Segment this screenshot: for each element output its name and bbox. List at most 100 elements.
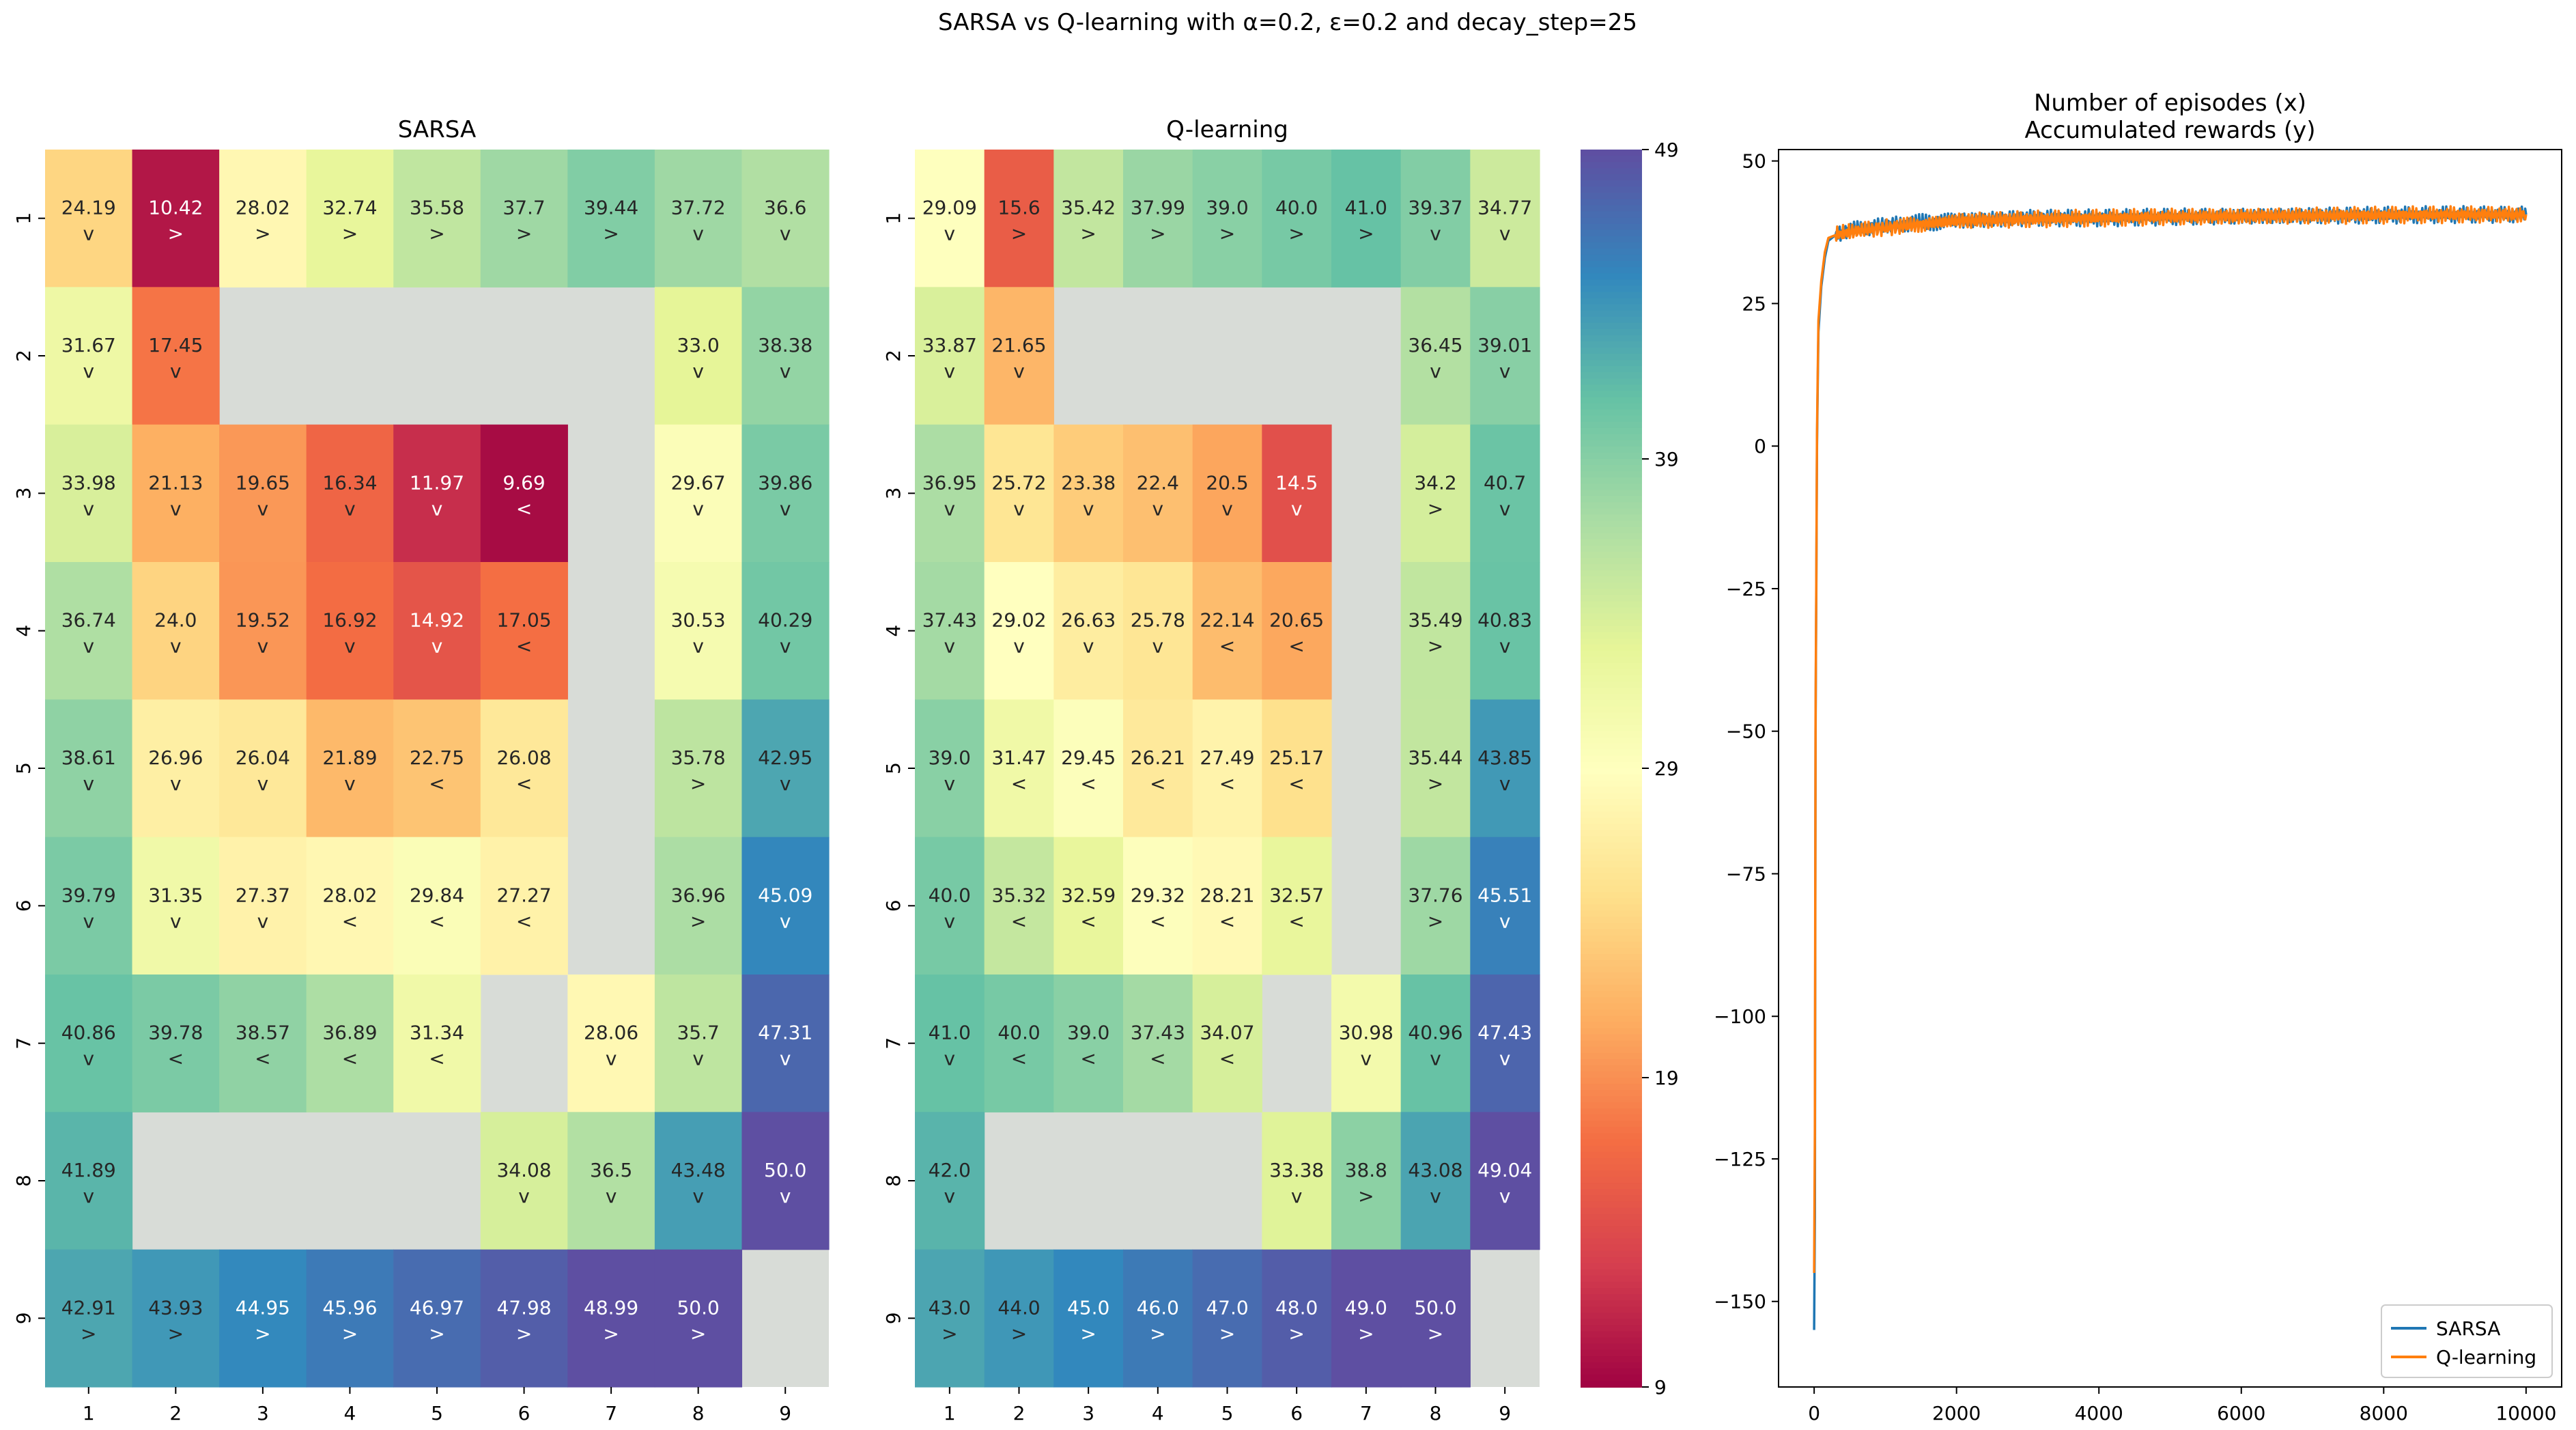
heatmap-cell-action: v [83,360,94,382]
heatmap-cell-action: v [692,497,704,520]
colorbar-segment [1581,1300,1642,1308]
colorbar-segment [1581,1121,1642,1128]
colorbar-segment [1581,972,1642,980]
heatmap-cell-value: 14.5 [1275,471,1318,494]
heatmap-cell-value: 38.8 [1345,1159,1387,1181]
colorbar-segment [1581,916,1642,924]
y-tick-label: 1 [882,212,905,225]
heatmap-cell-action: v [431,497,443,520]
heatmap-cell-action: < [429,772,444,795]
colorbar-segment [1581,781,1642,788]
colorbar-segment [1581,1189,1642,1196]
colorbar-segment [1581,452,1642,460]
colorbar-segment [1581,1288,1642,1295]
colorbar-segment [1581,557,1642,565]
heatmap-cell [1331,975,1402,1112]
y-tick-label: 9 [882,1312,905,1324]
colorbar-segment [1581,1257,1642,1264]
heatmap-cell-action: v [944,910,956,932]
heatmap-cell-value: 35.42 [1061,197,1116,219]
x-tick-label: 4 [344,1402,356,1425]
colorbar-segment [1581,304,1642,311]
heatmap-cell-value: 33.0 [677,334,719,356]
heatmap-cell [1470,562,1540,700]
heatmap-cell-value: 40.0 [997,1022,1040,1044]
colorbar-segment [1581,211,1642,219]
colorbar-segment [1581,811,1642,819]
heatmap-cell-value: 39.01 [1477,334,1532,356]
colorbar-segment [1581,483,1642,491]
heatmap-cell [654,562,743,700]
heatmap-cell [1123,837,1193,975]
heatmap-cell-value: 27.27 [496,884,551,906]
heatmap-cell [984,150,1054,288]
colorbar-segment [1581,255,1642,262]
heatmap-cell [1262,424,1332,563]
heatmap-cell-value: 26.21 [1131,746,1185,769]
heatmap-cell-value: 21.13 [148,471,203,494]
colorbar-segment [1581,1046,1642,1054]
heatmap-cell-value: 24.19 [61,197,116,219]
heatmap-cell-action: < [1011,1048,1027,1070]
colorbar-segment [1581,391,1642,398]
heatmap-cell-action: < [1011,772,1027,795]
x-tick-label: 5 [431,1402,443,1425]
heatmap-cell-action: > [1428,910,1443,932]
colorbar-segment [1581,1183,1642,1190]
colorbar-tick-label: 19 [1654,1067,1679,1089]
x-tick-label: 10000 [2495,1402,2556,1425]
heatmap-cell [393,424,481,563]
heatmap-cell [219,424,307,563]
colorbar-segment [1581,1325,1642,1332]
heatmap-cell-value: 35.32 [991,884,1046,906]
heatmap-cell-action: v [170,360,182,382]
colorbar-segment [1581,527,1642,534]
y-tick-label: −75 [1726,863,1766,885]
colorbar-segment [1581,626,1642,633]
x-tick-label: 6 [1290,1402,1303,1425]
colorbar-segment [1581,1133,1642,1140]
heatmap-cell-value: 25.78 [1131,609,1185,632]
colorbar-segment [1581,446,1642,453]
colorbar-segment [1581,1003,1642,1011]
y-tick-label: 8 [882,1175,905,1187]
heatmap-cell-value: 48.99 [584,1296,638,1319]
colorbar-segment [1581,892,1642,899]
colorbar-segment [1581,1028,1642,1035]
heatmap-cell [219,975,307,1112]
heatmap-cell [306,150,394,288]
heatmap-cell-action: v [780,360,791,382]
heatmap-cell [654,1249,743,1388]
colorbar-segment [1581,1349,1642,1357]
heatmap-cell-action: > [1288,223,1304,245]
heatmap-cell-value: 39.86 [758,471,812,494]
heatmap-cell-value: 33.98 [61,471,116,494]
heatmap-cell-action: v [1499,1048,1511,1070]
colorbar-segment [1581,427,1642,435]
heatmap-cell-value: 36.89 [322,1022,377,1044]
y-tick-label: −100 [1714,1005,1766,1028]
heatmap-cell-action: < [1150,1048,1165,1070]
y-tick-label: −125 [1714,1148,1766,1170]
heatmap-cell [1053,975,1124,1112]
heatmap-cell-action: v [344,497,356,520]
colorbar-segment [1581,761,1642,769]
heatmap-cell [741,287,830,425]
heatmap-cell [1470,150,1540,288]
heatmap-cell [654,1112,743,1250]
heatmap-cell [1123,975,1193,1112]
colorbar-segment [1581,205,1642,212]
colorbar-segment [1581,1337,1642,1345]
colorbar-segment [1581,1022,1642,1029]
heatmap-cell [984,287,1054,425]
sarsa-line [1813,205,2528,1330]
x-tick-label: 1 [944,1402,956,1425]
y-tick-label: −25 [1726,578,1766,600]
heatmap-cell-value: 39.0 [1206,197,1248,219]
colorbar-segment [1581,421,1642,429]
heatmap-cell [915,1112,985,1250]
colorbar-segment [1581,570,1642,578]
heatmap-cell-value: 28.02 [236,197,290,219]
heatmap-cell-action: v [944,360,956,382]
heatmap-cell [1053,424,1124,563]
